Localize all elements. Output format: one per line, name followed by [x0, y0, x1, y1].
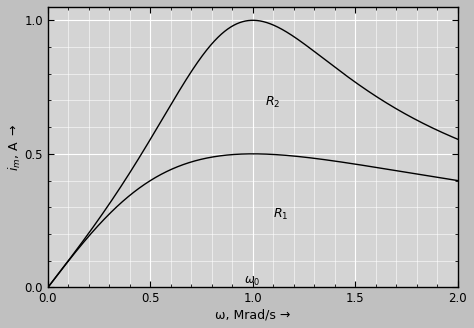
X-axis label: ω, Mrad/s →: ω, Mrad/s →	[215, 308, 291, 321]
Y-axis label: $i_m$, A $\rightarrow$: $i_m$, A $\rightarrow$	[7, 124, 23, 171]
Text: $\omega_0$: $\omega_0$	[244, 275, 260, 288]
Text: $R_1$: $R_1$	[273, 207, 289, 222]
Text: $R_2$: $R_2$	[265, 95, 281, 110]
